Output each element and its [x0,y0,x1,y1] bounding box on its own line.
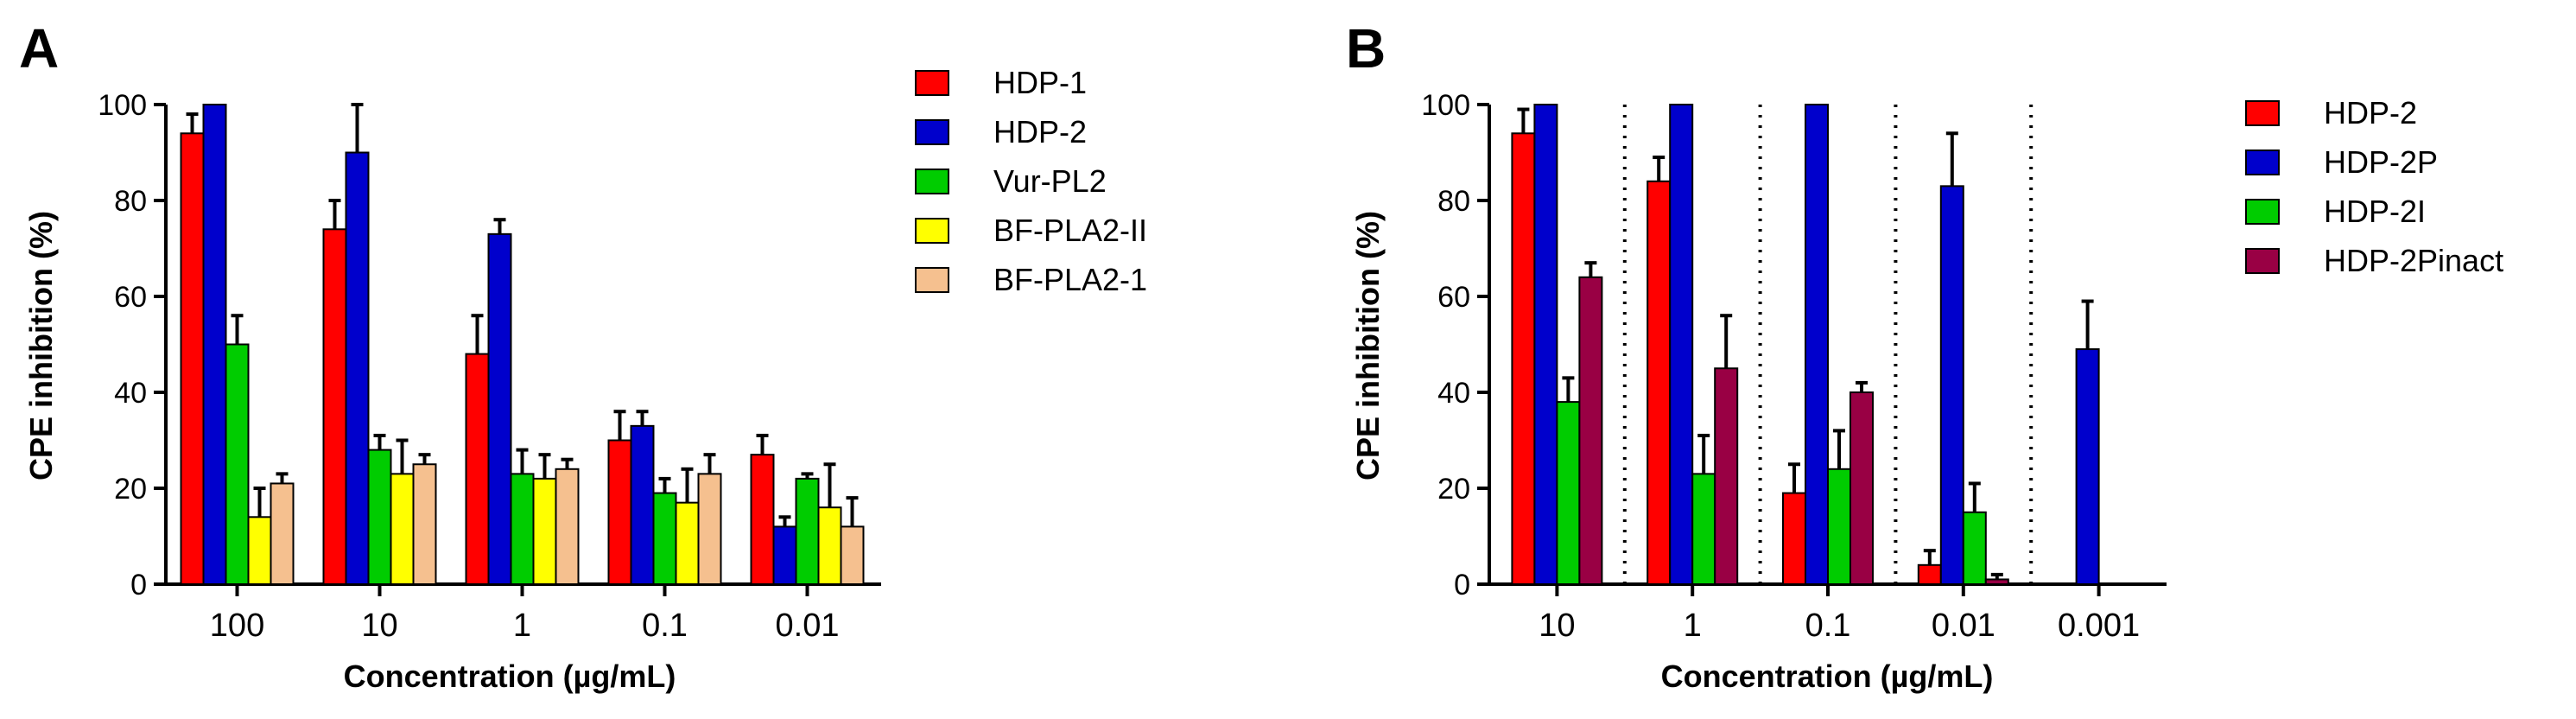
panel-a-y-tick-label: 60 [114,281,147,314]
panel-a-y-tick-label: 80 [114,185,147,218]
panel-b-legend-label: HDP-2 [2324,95,2417,130]
panel-b-bar [1646,180,1672,586]
panel-b-y-tick-label: 60 [1437,281,1470,314]
panel-b-legend-label: HDP-2Pinact [2324,243,2503,278]
panel-a-y-tick-label: 0 [130,569,147,601]
panel-a: A 0 20 40 60 80 100 100 10 1 0.1 0.01 HDP-1 HDP-2 Vu… [19,17,1147,694]
panel-b-bar [1533,104,1558,585]
panel-a-bar [675,501,700,586]
panel-b-bar [1782,492,1806,585]
panel-b-bar [1850,391,1874,585]
panel-b-y-axis-title: CPE inhibition (%) [1350,211,1386,480]
panel-a-y-tick-label: 40 [114,377,147,410]
panel-a-legend-swatch [915,267,949,293]
panel-a-legend-label: BF-PLA2-1 [993,262,1147,297]
panel-a-bar [795,477,820,586]
panel-a-legend-swatch [915,169,949,194]
panel-a-bar [225,343,250,585]
panel-a-x-tick-label: 1 [513,608,531,644]
panel-a-bar [817,506,842,586]
panel-a-axes: 0 20 40 60 80 100 100 10 1 0.1 0.01 [98,89,881,644]
panel-a-bar [270,482,295,586]
panel-b-bar [1691,473,1716,585]
panel-a-bar [607,439,632,585]
panel-a-y-axis-title: CPE inhibition (%) [23,211,59,480]
panel-b-legend: HDP-2 HDP-2P HDP-2I HDP-2Pinact [2245,95,2503,278]
panel-a-bar [247,516,272,585]
panel-b-dividers [1622,105,2034,584]
panel-a-label: A [19,17,59,80]
panel-b-bar [1827,468,1851,585]
panel-a-bar [180,132,205,586]
panel-b-legend-swatch [2245,199,2280,225]
panel-a-legend-swatch [915,218,949,244]
panel-a-bar [630,424,655,585]
panel-a-bars [180,103,865,586]
panel-a-legend: HDP-1 HDP-2 Vur-PL2 BF-PLA2-II BF-PLA2-1 [915,65,1147,297]
panel-a-bar [487,232,512,585]
panel-a-bar [390,473,415,585]
panel-a-x-tick-label: 0.1 [642,608,688,644]
panel-b-bar [1714,367,1739,585]
panel-b-legend-swatch [2245,100,2280,126]
panel-a-bar [202,104,227,585]
panel-a-legend-swatch [915,119,949,145]
panel-b-bar [1984,578,2009,586]
panel-a-x-tick-label: 10 [361,608,397,644]
panel-a-y-tick-label: 100 [98,89,147,122]
panel-b-y-tick-label: 80 [1437,185,1470,218]
panel-a-bar [322,228,347,585]
panel-b-x-tick-label: 0.01 [1932,608,1995,644]
panel-b-x-tick-label: 1 [1684,608,1702,644]
panel-a-legend-label: BF-PLA2-II [993,213,1147,248]
panel-a-bar [532,477,557,586]
panel-a-bar [367,449,392,585]
panel-a-bar [772,525,797,586]
panel-a-legend-label: Vur-PL2 [993,163,1107,199]
panel-b-x-tick-label: 10 [1539,608,1575,644]
panel-a-legend-swatch [915,70,949,96]
panel-b-bar [1578,276,1603,585]
panel-b-legend-swatch [2245,150,2280,175]
panel-b-x-tick-label: 0.1 [1805,608,1851,644]
panel-a-x-tick-label: 0.01 [776,608,840,644]
panel-a-bar [652,492,677,585]
panel-b-y-tick-label: 100 [1421,89,1470,122]
panel-b-legend-label: HDP-2I [2324,194,2426,229]
panel-b-legend-label: HDP-2P [2324,144,2438,180]
panel-a-bar [840,525,865,586]
panel-a-bar [750,454,775,586]
panel-b-y-tick-label: 0 [1454,569,1470,601]
panel-b-bar [1939,185,1964,585]
panel-a-bar [555,468,580,585]
panel-b-x-tick-label: 0.001 [2058,608,2140,644]
panel-b-bar [1669,104,1694,585]
panel-b-bars [1511,104,2100,586]
panel-b-bar [1962,511,1987,585]
panel-a-legend-label: HDP-1 [993,65,1087,100]
panel-b-label: B [1346,17,1386,80]
panel-b-y-tick-label: 20 [1437,473,1470,506]
panel-b-axes: 0 20 40 60 80 100 10 1 0.1 0.01 0.001 [1421,89,2167,644]
panel-b-bar [1556,401,1581,585]
panel-b-x-axis-title: Concentration (µg/mL) [1661,659,1994,694]
panel-a-legend-label: HDP-2 [993,114,1087,150]
panel-a-x-tick-label: 100 [210,608,264,644]
panel-a-bar [465,353,490,585]
panel-a-y-tick-label: 20 [114,473,147,506]
panel-b-bar [1511,132,1536,586]
panel-a-x-axis-title: Concentration (µg/mL) [344,659,676,694]
panel-b-bar [1805,104,1829,585]
panel-a-bar [510,473,535,585]
panel-b-legend-swatch [2245,248,2280,274]
panel-b-y-tick-label: 40 [1437,377,1470,410]
panel-a-bar [697,473,722,585]
panel-a-bar [412,463,437,585]
panel-a-bar [345,151,370,585]
panel-b-bar [1917,563,1942,585]
panel-b-bar [2075,348,2100,585]
